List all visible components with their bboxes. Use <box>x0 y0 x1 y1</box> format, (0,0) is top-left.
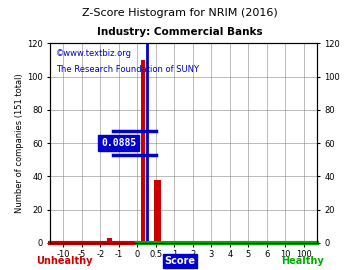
Text: 0.0885: 0.0885 <box>101 138 136 148</box>
Text: Healthy: Healthy <box>281 256 324 266</box>
Bar <box>141 60 145 243</box>
Text: Industry: Commercial Banks: Industry: Commercial Banks <box>97 27 263 37</box>
Bar <box>107 238 112 243</box>
Bar <box>154 180 161 243</box>
Text: Unhealthy: Unhealthy <box>37 256 93 266</box>
Text: The Research Foundation of SUNY: The Research Foundation of SUNY <box>56 65 199 74</box>
Y-axis label: Number of companies (151 total): Number of companies (151 total) <box>15 73 24 213</box>
Text: Score: Score <box>165 256 195 266</box>
Text: Z-Score Histogram for NRIM (2016): Z-Score Histogram for NRIM (2016) <box>82 8 278 18</box>
Text: ©www.textbiz.org: ©www.textbiz.org <box>56 49 132 58</box>
